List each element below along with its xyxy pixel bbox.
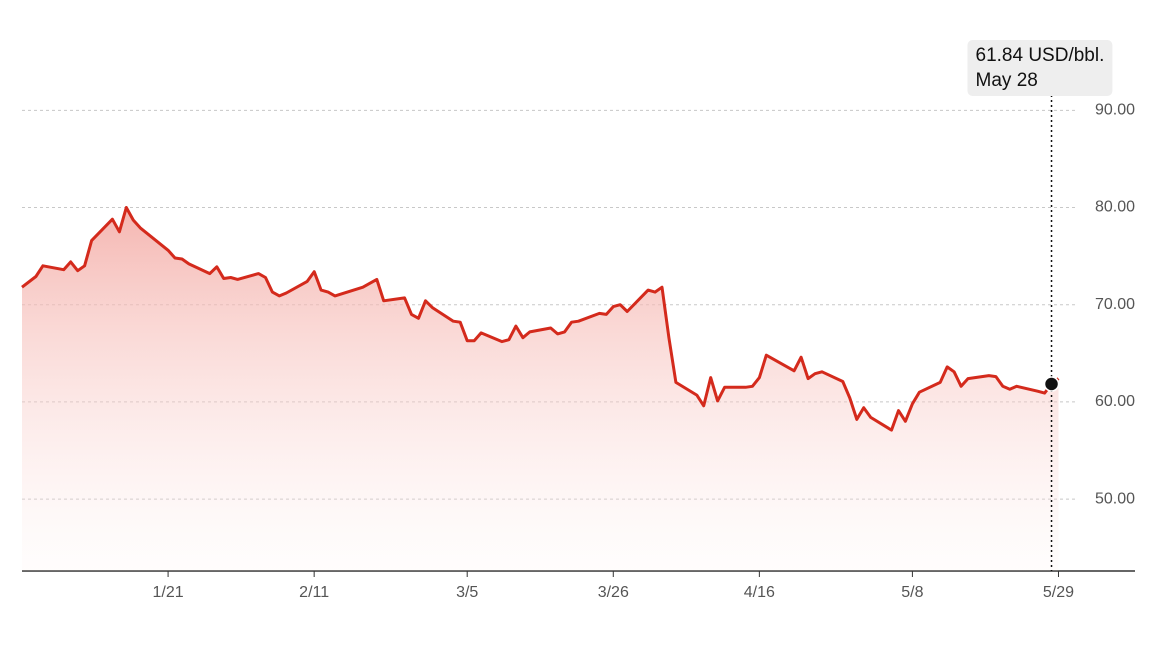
y-tick-label: 80.00	[1095, 199, 1135, 216]
y-tick-label: 50.00	[1095, 490, 1135, 507]
x-tick-label: 2/11	[299, 584, 329, 601]
highlight-dot	[1043, 376, 1060, 392]
tooltip-date: May 28	[976, 70, 1038, 91]
price-line	[21, 206, 1060, 432]
x-tick-label: 1/21	[153, 584, 184, 601]
y-tick-label: 90.00	[1095, 102, 1135, 119]
x-tick-label: 3/5	[456, 584, 478, 601]
x-tick-label: 5/8	[901, 584, 923, 601]
y-tick-label: 70.00	[1095, 296, 1135, 313]
tooltip-box	[967, 40, 1113, 96]
tooltip-value: 61.84 USD/bbl.	[976, 45, 1105, 66]
x-tick-label: 5/29	[1043, 584, 1074, 601]
x-tick-label: 3/26	[598, 584, 629, 601]
area	[22, 207, 1059, 571]
tooltip: 61.84 USD/bbl. May 28	[967, 40, 1113, 96]
x-tick-label: 4/16	[744, 584, 775, 601]
y-tick-label: 60.00	[1095, 393, 1135, 410]
